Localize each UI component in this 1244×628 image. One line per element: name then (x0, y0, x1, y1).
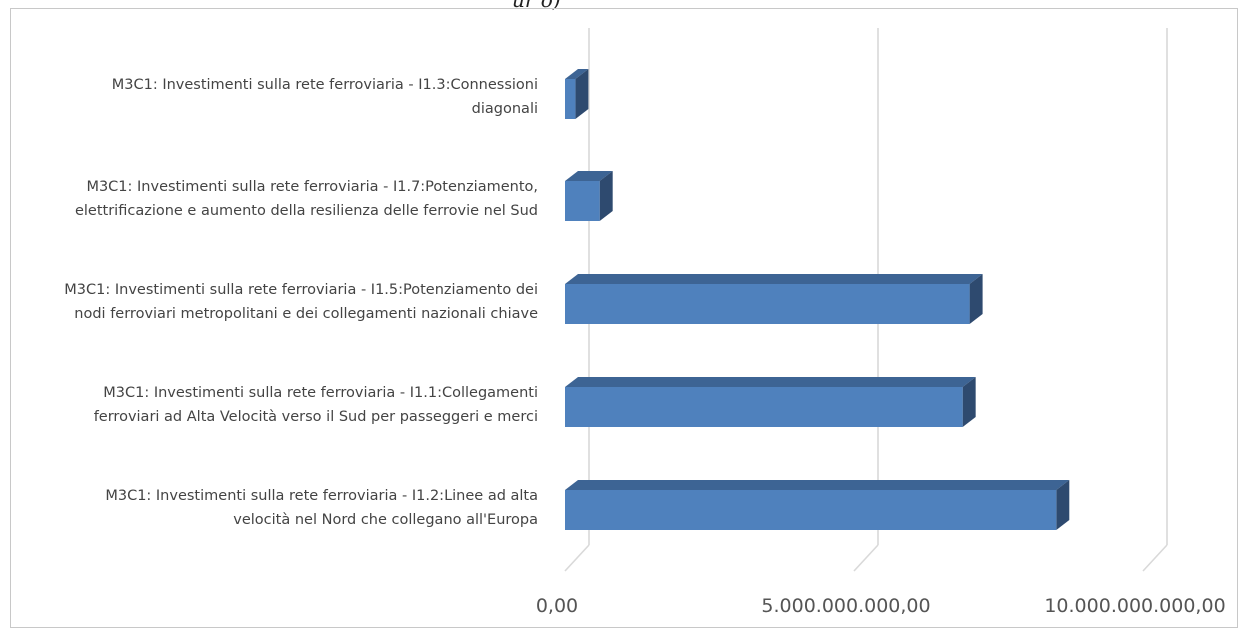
bar-side (599, 171, 613, 221)
bar (565, 387, 963, 427)
category-label: elettrificazione e aumento della resilie… (75, 203, 538, 219)
category-label: M3C1: Investimenti sulla rete ferroviari… (105, 488, 538, 504)
x-axis-ticks: 0,00 5.000.000.000,00 10.000.000.000,00 (536, 595, 1226, 617)
category-label: M3C1: Investimenti sulla rete ferroviari… (64, 282, 538, 298)
bar-top (565, 480, 1070, 490)
x-tick-label: 0,00 (536, 595, 578, 617)
category-label: diagonali (472, 101, 538, 117)
bar-top (565, 69, 589, 79)
bar-side (969, 274, 983, 324)
bar-top (565, 274, 983, 284)
category-label: velocità nel Nord che collegano all'Euro… (233, 512, 538, 528)
bar-top (565, 171, 613, 181)
x-tick-label: 10.000.000.000,00 (1044, 595, 1225, 617)
bar-side (575, 69, 589, 119)
bar (565, 79, 576, 119)
category-label: M3C1: Investimenti sulla rete ferroviari… (86, 179, 538, 195)
chart-caption-fragment: ur o) (512, 0, 561, 12)
category-label: M3C1: Investimenti sulla rete ferroviari… (112, 77, 538, 93)
category-label: ferroviari ad Alta Velocità verso il Sud… (94, 409, 538, 425)
bar-top (565, 377, 976, 387)
bar-side (1056, 480, 1070, 530)
gridline-floor (1142, 544, 1168, 572)
bars (565, 69, 1070, 530)
bar (565, 181, 600, 221)
bar (565, 490, 1057, 530)
gridline-floor (564, 544, 590, 572)
gridline-floor (853, 544, 879, 572)
x-tick-label: 5.000.000.000,00 (761, 595, 930, 617)
category-labels: M3C1: Investimenti sulla rete ferroviari… (64, 77, 538, 528)
bar (565, 284, 970, 324)
category-label: M3C1: Investimenti sulla rete ferroviari… (103, 385, 538, 401)
category-label: nodi ferroviari metropolitani e dei coll… (74, 306, 538, 322)
bar-side (962, 377, 976, 427)
